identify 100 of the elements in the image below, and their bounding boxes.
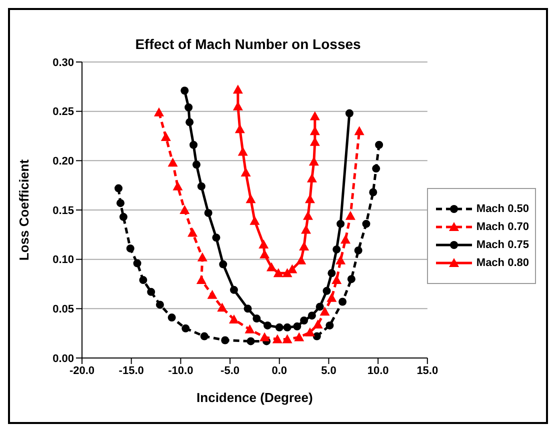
point bbox=[116, 199, 124, 208]
point bbox=[119, 212, 128, 221]
point bbox=[221, 336, 230, 344]
point bbox=[272, 334, 282, 344]
point bbox=[326, 292, 337, 302]
point bbox=[296, 255, 306, 264]
legend-label: Mach 0.70 bbox=[476, 221, 529, 233]
point bbox=[114, 184, 123, 192]
point bbox=[287, 264, 298, 274]
y-tick-label: 0.00 bbox=[52, 352, 74, 365]
point bbox=[228, 314, 239, 324]
point bbox=[154, 107, 164, 116]
point bbox=[147, 288, 156, 296]
point bbox=[168, 314, 176, 322]
point bbox=[275, 323, 284, 332]
point bbox=[345, 109, 354, 118]
point bbox=[197, 182, 206, 190]
point bbox=[266, 262, 276, 272]
point bbox=[258, 240, 269, 249]
point bbox=[283, 323, 292, 332]
point bbox=[207, 290, 218, 299]
point bbox=[294, 332, 304, 342]
y-tick-label: 0.30 bbox=[52, 56, 74, 69]
point bbox=[316, 302, 324, 311]
point bbox=[372, 164, 380, 173]
point bbox=[264, 321, 272, 330]
y-tick-label: 0.10 bbox=[52, 254, 74, 266]
point bbox=[354, 246, 362, 254]
point bbox=[293, 322, 302, 330]
point bbox=[304, 327, 315, 336]
point bbox=[172, 181, 183, 190]
point bbox=[308, 312, 316, 320]
point bbox=[345, 210, 356, 220]
point bbox=[244, 324, 255, 334]
point bbox=[196, 275, 206, 284]
point bbox=[282, 334, 292, 344]
point bbox=[312, 319, 323, 328]
point bbox=[234, 124, 245, 134]
point bbox=[230, 286, 238, 294]
point bbox=[304, 194, 315, 204]
point bbox=[362, 220, 370, 228]
chart-title: Effect of Mach Number on Losses bbox=[134, 35, 362, 54]
point bbox=[322, 286, 331, 295]
point bbox=[300, 316, 308, 325]
y-axis-title: Loss Coefficient bbox=[16, 158, 32, 261]
point bbox=[180, 86, 189, 95]
point bbox=[302, 210, 313, 220]
point bbox=[217, 302, 228, 312]
point bbox=[332, 245, 341, 254]
point bbox=[168, 158, 178, 167]
point bbox=[184, 103, 193, 112]
point bbox=[306, 173, 317, 182]
point bbox=[375, 140, 384, 149]
point bbox=[156, 300, 164, 309]
point bbox=[301, 224, 312, 234]
point bbox=[232, 84, 243, 94]
point bbox=[240, 168, 251, 177]
x-tick-label: 10.0 bbox=[367, 364, 389, 377]
point bbox=[192, 160, 200, 169]
point bbox=[299, 242, 310, 251]
point bbox=[126, 244, 134, 252]
x-axis-title: Incidence (Degree) bbox=[196, 390, 313, 405]
point bbox=[354, 126, 364, 136]
point bbox=[250, 216, 260, 225]
point bbox=[260, 332, 270, 342]
point bbox=[180, 205, 190, 214]
point bbox=[308, 156, 319, 166]
point bbox=[133, 259, 142, 268]
point bbox=[160, 132, 171, 141]
point bbox=[182, 324, 190, 332]
point bbox=[188, 228, 198, 237]
x-tick-label: 5.0 bbox=[321, 364, 336, 377]
y-tick-label: 0.25 bbox=[52, 106, 74, 118]
point bbox=[332, 275, 342, 284]
x-tick-label: -10.0 bbox=[168, 364, 194, 377]
point bbox=[219, 260, 228, 268]
point bbox=[320, 306, 330, 316]
y-tick-label: 0.05 bbox=[52, 304, 74, 316]
y-tick-label: 0.20 bbox=[52, 156, 74, 168]
point bbox=[197, 252, 208, 262]
point bbox=[312, 332, 321, 340]
legend-label: Mach 0.50 bbox=[476, 203, 529, 215]
legend-label: Mach 0.80 bbox=[476, 257, 529, 269]
x-tick-label: -20.0 bbox=[69, 364, 95, 377]
point bbox=[326, 321, 334, 330]
x-tick-label: -5.0 bbox=[220, 364, 240, 377]
x-tick-label: -15.0 bbox=[118, 364, 144, 377]
y-tick-label: 0.15 bbox=[52, 204, 74, 217]
point bbox=[336, 255, 346, 264]
point bbox=[204, 208, 212, 217]
x-tick-label: 15.0 bbox=[416, 364, 438, 377]
x-tick-label: 0.0 bbox=[272, 364, 288, 377]
point bbox=[246, 337, 255, 346]
point bbox=[244, 304, 252, 313]
point bbox=[238, 146, 248, 156]
point bbox=[186, 118, 194, 126]
point bbox=[338, 298, 347, 306]
point bbox=[212, 234, 220, 242]
point bbox=[139, 276, 148, 284]
point bbox=[190, 140, 198, 149]
